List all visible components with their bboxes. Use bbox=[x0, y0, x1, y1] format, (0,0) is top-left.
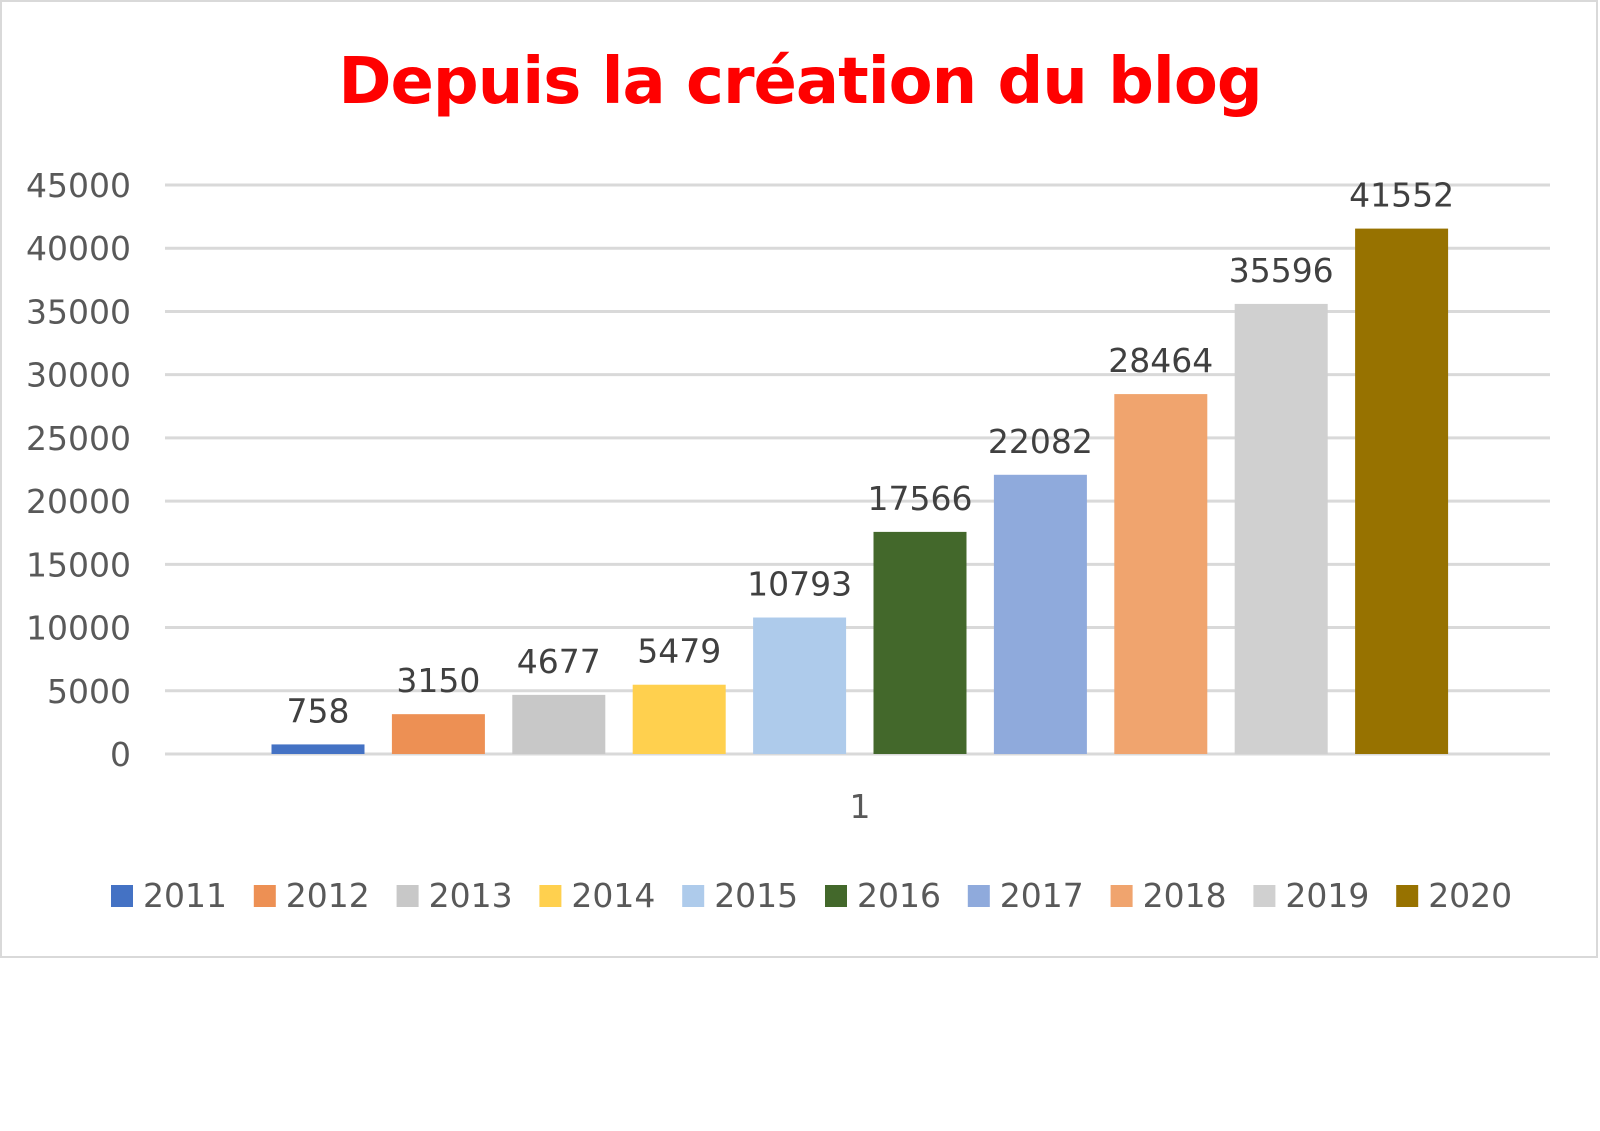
bar-2017 bbox=[993, 474, 1087, 754]
legend-swatch bbox=[682, 885, 705, 907]
data-label-2013: 4677 bbox=[517, 642, 601, 681]
legend-label: 2016 bbox=[857, 876, 941, 915]
data-label-2011: 758 bbox=[287, 691, 350, 730]
bar-2015 bbox=[753, 617, 847, 754]
y-tick-label: 45000 bbox=[26, 166, 131, 205]
legend-item-2017: 2017 bbox=[967, 876, 1084, 915]
bar-2020 bbox=[1355, 228, 1449, 755]
legend-item-2020: 2020 bbox=[1396, 876, 1512, 915]
x-axis-categories: 1 bbox=[850, 787, 871, 826]
legend-label: 2011 bbox=[143, 876, 227, 915]
y-tick-label: 40000 bbox=[26, 229, 131, 268]
bar-2011 bbox=[271, 744, 365, 754]
legend-item-2016: 2016 bbox=[825, 876, 941, 915]
data-label-2019: 35596 bbox=[1229, 251, 1334, 290]
legend-swatch bbox=[1396, 885, 1419, 907]
legend-swatch bbox=[539, 885, 562, 907]
bar-2018 bbox=[1114, 394, 1208, 754]
legend-swatch bbox=[1110, 885, 1133, 907]
y-tick-label: 15000 bbox=[26, 545, 131, 584]
gridlines bbox=[165, 183, 1550, 756]
data-label-2020: 41552 bbox=[1349, 176, 1454, 215]
data-label-2014: 5479 bbox=[637, 632, 721, 671]
y-tick-label: 0 bbox=[110, 735, 131, 774]
legend-label: 2019 bbox=[1285, 876, 1369, 915]
chart-title: Depuis la création du blog bbox=[338, 45, 1262, 119]
y-tick-label: 35000 bbox=[26, 292, 131, 331]
legend-swatch bbox=[1253, 885, 1276, 907]
legend-item-2015: 2015 bbox=[682, 876, 798, 915]
bar-2016 bbox=[873, 531, 967, 754]
legend-label: 2018 bbox=[1143, 876, 1227, 915]
y-tick-label: 10000 bbox=[26, 609, 131, 648]
data-labels: 758 3150 4677 5479 10793 17566 22082 28464 35596… bbox=[287, 176, 1455, 731]
bars bbox=[271, 228, 1449, 755]
bar-2014 bbox=[632, 684, 726, 754]
chart-area bbox=[0, 0, 1598, 958]
bar-2012 bbox=[391, 714, 485, 754]
data-label-2017: 22082 bbox=[988, 422, 1093, 461]
legend-label: 2012 bbox=[286, 876, 370, 915]
y-axis-ticks: 0 5000 10000 15000 20000 25000 30000 35000 40000… bbox=[26, 166, 131, 774]
y-tick-label: 5000 bbox=[47, 672, 131, 711]
legend-swatch bbox=[111, 885, 133, 907]
legend-label: 2020 bbox=[1428, 876, 1512, 915]
legend-swatch bbox=[396, 885, 419, 907]
y-tick-label: 30000 bbox=[26, 356, 131, 395]
legend-item-2014: 2014 bbox=[539, 876, 655, 915]
legend-label: 2014 bbox=[571, 876, 655, 915]
legend-label: 2015 bbox=[714, 876, 798, 915]
legend-label: 2017 bbox=[1000, 876, 1084, 915]
x-category-label: 1 bbox=[850, 787, 871, 826]
legend-item-2011: 2011 bbox=[111, 876, 227, 915]
legend-item-2018: 2018 bbox=[1110, 876, 1227, 915]
legend-swatch bbox=[825, 885, 847, 907]
legend-item-2012: 2012 bbox=[253, 876, 370, 915]
y-tick-label: 25000 bbox=[26, 419, 131, 458]
legend: 2011 2012 2013 2014 2015 2016 2017 2018 2019 2020 bbox=[111, 876, 1512, 915]
legend-swatch bbox=[967, 885, 990, 907]
data-label-2018: 28464 bbox=[1108, 341, 1213, 380]
bar-2013 bbox=[512, 694, 606, 754]
legend-label: 2013 bbox=[429, 876, 513, 915]
legend-item-2019: 2019 bbox=[1253, 876, 1369, 915]
legend-item-2013: 2013 bbox=[396, 876, 513, 915]
bar-2019 bbox=[1234, 303, 1328, 754]
legend-swatch bbox=[253, 885, 276, 907]
data-label-2012: 3150 bbox=[396, 661, 480, 700]
data-label-2015: 10793 bbox=[747, 565, 852, 604]
y-tick-label: 20000 bbox=[26, 482, 131, 521]
data-label-2016: 17566 bbox=[868, 479, 973, 518]
